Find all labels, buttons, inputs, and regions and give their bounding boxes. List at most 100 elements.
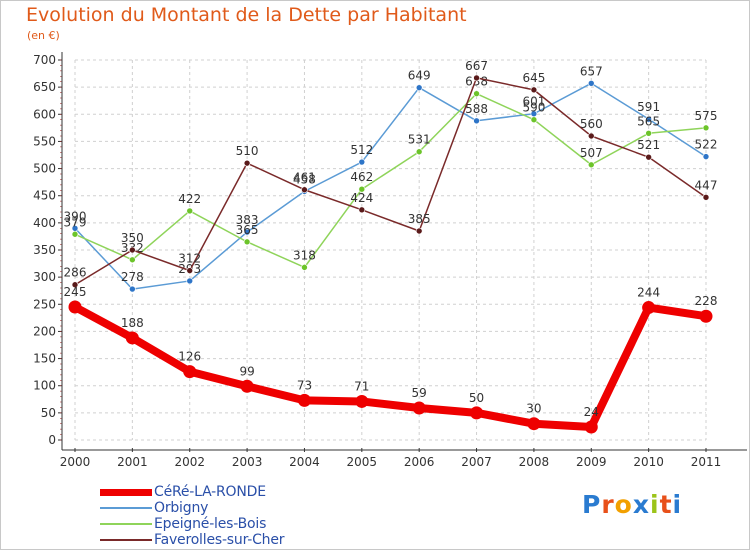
- legend-label: Orbigny: [154, 500, 209, 516]
- data-label: 512: [350, 143, 373, 157]
- logo-letter: o: [614, 490, 633, 519]
- data-label: 521: [637, 138, 660, 152]
- data-point: [297, 393, 311, 407]
- data-point: [642, 301, 656, 315]
- data-point: [584, 420, 598, 434]
- y-tick-label: 150: [33, 352, 56, 366]
- x-tick-label: 2003: [232, 455, 263, 469]
- legend-swatch: [100, 523, 152, 525]
- data-label: 590: [522, 101, 545, 115]
- data-label: 591: [637, 100, 660, 114]
- data-point: [243, 228, 251, 236]
- data-point: [301, 264, 308, 271]
- data-label: 507: [580, 146, 603, 160]
- data-label: 379: [64, 215, 87, 229]
- data-label: 462: [350, 170, 373, 184]
- data-point: [415, 84, 423, 91]
- series-line: [71, 303, 710, 431]
- legend-swatch: [100, 539, 152, 541]
- x-tick-label: 2005: [347, 455, 378, 469]
- data-label: 510: [236, 144, 259, 158]
- data-point: [527, 417, 541, 431]
- x-tick-label: 2011: [691, 455, 722, 469]
- legend-item-cere-la-ronde[interactable]: CéRé-LA-RONDE: [100, 484, 266, 500]
- data-label: 365: [236, 223, 259, 237]
- legend-swatch: [100, 507, 152, 509]
- y-tick-label: 450: [33, 189, 56, 203]
- data-point: [412, 401, 426, 415]
- legend-label: CéRé-LA-RONDE: [154, 484, 266, 500]
- data-label: 649: [408, 69, 431, 83]
- data-label: 318: [293, 248, 316, 262]
- x-tick-label: 2007: [461, 455, 492, 469]
- data-point: [71, 281, 79, 289]
- data-label: 73: [297, 378, 312, 392]
- data-point: [415, 148, 423, 156]
- legend-label: Faverolles-sur-Cher: [154, 532, 285, 548]
- data-point: [587, 80, 595, 87]
- data-point: [699, 309, 713, 323]
- data-label: 667: [465, 59, 488, 73]
- series-line: [74, 82, 707, 290]
- data-label: 228: [695, 294, 718, 308]
- y-tick-label: 550: [33, 134, 56, 148]
- data-label: 638: [465, 75, 488, 89]
- data-label: 24: [584, 405, 599, 419]
- legend-item-orbigny[interactable]: Orbigny: [100, 500, 208, 516]
- data-label: 126: [178, 350, 201, 364]
- data-label: 588: [465, 102, 488, 116]
- data-point: [530, 116, 538, 124]
- data-point: [71, 230, 79, 238]
- data-label: 245: [64, 285, 87, 299]
- data-point: [587, 161, 595, 169]
- y-tick-label: 0: [48, 433, 56, 447]
- data-label: 575: [695, 109, 718, 123]
- x-tick-label: 2001: [117, 455, 148, 469]
- data-point: [702, 194, 710, 201]
- data-point: [415, 227, 423, 235]
- data-label: 99: [239, 364, 254, 378]
- data-point: [243, 159, 251, 167]
- data-point: [587, 132, 595, 140]
- x-tick-label: 2008: [519, 455, 550, 469]
- data-label: 385: [408, 212, 431, 226]
- data-label: 522: [695, 138, 718, 152]
- y-tick-label: 100: [33, 379, 56, 393]
- data-point: [186, 207, 194, 215]
- x-tick-label: 2000: [60, 455, 91, 469]
- data-point: [186, 277, 194, 285]
- data-point: [473, 90, 480, 97]
- data-point: [301, 186, 308, 194]
- logo-letter: i: [650, 490, 660, 519]
- data-label: 312: [178, 252, 201, 266]
- data-label: 424: [350, 191, 373, 205]
- data-label: 244: [637, 286, 660, 300]
- chart-title: Evolution du Montant de la Dette par Hab…: [26, 4, 467, 26]
- data-point: [358, 206, 366, 214]
- data-label: 560: [580, 117, 603, 131]
- data-label: 59: [412, 386, 427, 400]
- data-label: 461: [293, 171, 316, 185]
- data-point: [470, 406, 484, 420]
- plot-area: [62, 52, 747, 451]
- y-tick-label: 200: [33, 324, 56, 338]
- x-tick-label: 2006: [404, 455, 435, 469]
- series-line: [74, 92, 707, 269]
- data-point: [129, 256, 136, 264]
- y-tick-label: 350: [33, 243, 56, 257]
- legend-item-epeigne-les-bois[interactable]: Epeigné-les-Bois: [100, 516, 266, 532]
- series-line: [74, 77, 707, 286]
- data-point: [183, 365, 197, 379]
- data-point: [129, 246, 136, 254]
- data-label: 278: [121, 270, 144, 284]
- chart-subtitle: (en €): [27, 29, 60, 42]
- legend-item-faverolles-sur-cher[interactable]: Faverolles-sur-Cher: [100, 532, 284, 548]
- proxiti-logo: Proxiti: [582, 490, 682, 519]
- data-label: 531: [408, 133, 431, 147]
- data-point: [68, 300, 82, 314]
- data-label: 286: [64, 266, 87, 280]
- y-tick-label: 700: [33, 53, 56, 67]
- logo-letter: i: [672, 490, 683, 519]
- data-label: 601: [522, 95, 545, 109]
